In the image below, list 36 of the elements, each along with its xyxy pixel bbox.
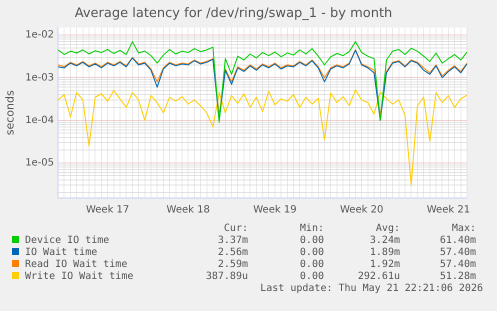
text: 57.40m [438,247,476,259]
text: 292.61u [356,271,400,283]
y-axis-title: seconds [3,90,16,136]
text: 2.56m [216,247,248,259]
chart-title: Average latency for /dev/ring/swap_1 - by month [74,6,392,22]
text: 2.59m [216,259,248,271]
text: 1.89m [368,247,400,259]
text: 3.24m [368,235,400,247]
legend-label: Write IO Wait time [24,271,134,283]
text: Min: [298,223,324,235]
x-tick-label: Week 17 [86,204,130,216]
text: 0.00 [298,235,324,247]
text: 51.28m [438,271,476,283]
y-tick-label: 1e-03 [25,72,54,84]
text: Last update: Thu May 21 22:21:06 2026 [260,283,483,294]
legend-label: Device IO time [24,235,110,247]
x-tick-label: Week 20 [340,204,384,216]
x-tick-label: Week 21 [426,204,470,216]
text: 3.37m [216,235,248,247]
text: 61.40m [438,235,476,247]
y-tick-label: 1e-05 [25,157,54,168]
text: Max: [450,223,476,235]
x-tick-label: Week 18 [166,204,210,216]
y-tick-label: 1e-02 [25,30,54,41]
text: 0.00 [298,247,324,259]
text: 0.00 [298,271,324,283]
x-tick-label: Week 19 [253,204,297,216]
legend-label: IO Wait time [24,247,98,259]
text: Avg: [374,223,400,235]
legend-label: Read IO Wait time [24,259,128,271]
text: 57.40m [438,259,476,271]
text: 0.00 [298,259,324,271]
text: 1.92m [368,259,400,271]
text: 387.89u [204,271,248,283]
y-tick-label: 1e-04 [25,114,54,126]
text: Cur: [222,223,248,235]
